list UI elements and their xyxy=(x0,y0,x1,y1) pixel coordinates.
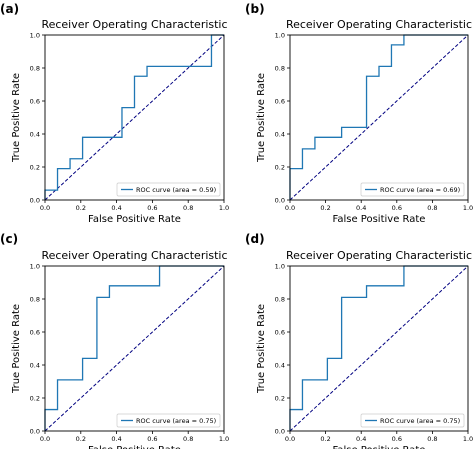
x-tick-label: 1.0 xyxy=(219,435,229,443)
x-tick-label: 0.8 xyxy=(183,435,193,443)
panel-letter: (b) xyxy=(245,2,265,16)
x-tick-label: 0.2 xyxy=(76,204,86,212)
plot-frame xyxy=(289,34,469,201)
x-axis-label: False Positive Rate xyxy=(333,445,426,449)
y-tick-label: 0.4 xyxy=(275,361,285,369)
chart-title: Receiver Operating Characteristic xyxy=(286,18,472,31)
x-axis-label: False Positive Rate xyxy=(88,214,181,225)
y-tick-label: 0.2 xyxy=(275,163,285,171)
x-tick-label: 0.6 xyxy=(392,435,402,443)
x-tick-label: 0.6 xyxy=(147,204,157,212)
x-tick-label: 0.8 xyxy=(427,435,437,443)
y-tick-label: 1.0 xyxy=(30,31,40,39)
y-tick-label: 1.0 xyxy=(275,31,285,39)
x-tick-label: 0.4 xyxy=(356,435,366,443)
y-tick-label: 0.0 xyxy=(30,427,40,435)
y-tick-label: 0.2 xyxy=(275,394,285,402)
roc-curve-line xyxy=(44,34,224,200)
y-axis-label: True Positive Rate xyxy=(256,73,267,163)
x-axis-label: False Positive Rate xyxy=(88,445,181,449)
legend-box xyxy=(360,182,465,197)
legend: ROC curve (area = 0.75) xyxy=(360,413,465,428)
y-tick-label: 0.8 xyxy=(275,64,285,72)
plot-frame xyxy=(44,34,225,201)
chance-diagonal-line xyxy=(289,265,469,432)
legend-box xyxy=(116,182,221,197)
x-tick-label: 0.0 xyxy=(285,204,295,212)
x-tick-label: 1.0 xyxy=(463,435,473,443)
y-tick-label: 0.4 xyxy=(275,130,285,138)
y-tick-label: 0.2 xyxy=(30,163,40,171)
x-tick-label: 0.2 xyxy=(320,435,330,443)
x-tick-label: 1.0 xyxy=(463,204,473,212)
legend-entry: ROC curve (area = 0.75) xyxy=(380,417,460,425)
chart-title: Receiver Operating Characteristic xyxy=(41,249,227,262)
y-tick-label: 0.8 xyxy=(30,64,40,72)
x-axis-label: False Positive Rate xyxy=(333,214,426,225)
y-tick-label: 0.0 xyxy=(275,427,285,435)
chance-diagonal-line xyxy=(44,265,225,432)
legend-box xyxy=(116,413,221,428)
y-axis-label: True Positive Rate xyxy=(256,304,267,394)
y-axis-label: True Positive Rate xyxy=(11,73,22,163)
x-tick-label: 0.0 xyxy=(40,435,50,443)
x-tick-label: 0.4 xyxy=(356,204,366,212)
y-tick-label: 0.4 xyxy=(30,130,40,138)
y-tick-label: 0.6 xyxy=(30,97,40,105)
x-tick-label: 0.8 xyxy=(183,204,193,212)
legend: ROC curve (area = 0.59) xyxy=(116,182,221,197)
chance-diagonal-line xyxy=(44,34,225,201)
y-tick-label: 0.6 xyxy=(275,97,285,105)
legend: ROC curve (area = 0.69) xyxy=(360,182,465,197)
legend-entry: ROC curve (area = 0.69) xyxy=(380,186,460,194)
x-tick-label: 0.4 xyxy=(111,435,121,443)
x-tick-label: 0.6 xyxy=(147,435,157,443)
x-tick-label: 1.0 xyxy=(219,204,229,212)
x-tick-label: 0.2 xyxy=(320,204,330,212)
roc-curve-line xyxy=(289,265,468,431)
legend-entry: ROC curve (area = 0.59) xyxy=(136,186,216,194)
y-tick-label: 0.6 xyxy=(275,328,285,336)
x-tick-label: 0.8 xyxy=(427,204,437,212)
x-tick-label: 0.2 xyxy=(76,435,86,443)
y-tick-label: 0.4 xyxy=(30,361,40,369)
plot-frame xyxy=(44,265,225,432)
panel-letter: (d) xyxy=(245,232,265,246)
y-axis-label: True Positive Rate xyxy=(11,304,22,394)
panel-letter: (a) xyxy=(0,2,19,16)
chart-title: Receiver Operating Characteristic xyxy=(286,249,472,262)
y-tick-label: 0.0 xyxy=(275,196,285,204)
legend-entry: ROC curve (area = 0.75) xyxy=(136,417,216,425)
plot-frame xyxy=(289,265,469,432)
y-tick-label: 0.8 xyxy=(275,295,285,303)
roc-curve-line xyxy=(44,265,224,431)
y-tick-label: 1.0 xyxy=(275,262,285,270)
x-tick-label: 0.0 xyxy=(285,435,295,443)
x-tick-label: 0.6 xyxy=(392,204,402,212)
y-tick-label: 1.0 xyxy=(30,262,40,270)
y-tick-label: 0.6 xyxy=(30,328,40,336)
chart-title: Receiver Operating Characteristic xyxy=(41,18,227,31)
x-tick-label: 0.4 xyxy=(111,204,121,212)
panel-letter: (c) xyxy=(0,232,18,246)
legend: ROC curve (area = 0.75) xyxy=(116,413,221,428)
chance-diagonal-line xyxy=(289,34,469,201)
y-tick-label: 0.2 xyxy=(30,394,40,402)
legend-box xyxy=(360,413,465,428)
x-tick-label: 0.0 xyxy=(40,204,50,212)
roc-curve-line xyxy=(289,34,468,200)
y-tick-label: 0.8 xyxy=(30,295,40,303)
y-tick-label: 0.0 xyxy=(30,196,40,204)
